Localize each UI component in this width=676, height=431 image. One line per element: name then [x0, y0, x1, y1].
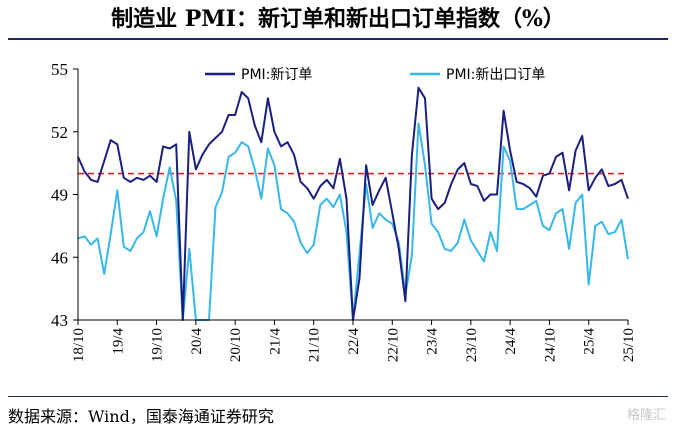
y-tick-label: 55 [51, 60, 68, 79]
y-tick-label: 52 [51, 123, 68, 142]
x-tick-label: 23/4 [425, 328, 441, 355]
x-tick-label: 21/4 [267, 328, 283, 355]
x-tick-label: 25/10 [621, 328, 637, 362]
x-tick-label: 18/10 [71, 328, 87, 362]
x-tick-label: 19/4 [110, 328, 126, 355]
x-tick-label: 24/10 [542, 328, 558, 362]
pmi-chart: 43 46 49 52 55 18/10 19/4 19/10 20/4 20/10 21/4 21/… [51, 60, 637, 362]
legend-label: PMI:新出口订单 [446, 67, 545, 83]
x-tick-label: 19/10 [150, 328, 166, 362]
x-tick-label: 20/10 [228, 328, 244, 362]
x-tick-label: 20/4 [189, 328, 205, 355]
watermark-logo: 格隆汇 [626, 408, 666, 423]
x-tick-label: 21/10 [307, 328, 323, 362]
legend-label: PMI:新订单 [241, 67, 312, 83]
chart-title: 制造业 PMI：新订单和新出口订单指数（%） [0, 2, 676, 36]
y-tick-label: 49 [51, 186, 68, 205]
series-line-new-export-orders [77, 122, 629, 321]
series-line-new-orders [77, 86, 629, 321]
y-tick-label: 43 [51, 311, 68, 330]
title-rule [8, 38, 668, 40]
footer-rule [8, 396, 668, 397]
x-tick-label: 23/10 [464, 328, 480, 362]
x-tick-label: 22/10 [385, 328, 401, 362]
x-tick-label: 24/4 [503, 328, 519, 355]
data-source: 数据来源：Wind，国泰海通证券研究 [8, 407, 274, 426]
y-tick-label: 46 [51, 248, 68, 267]
x-tick-label: 25/4 [582, 328, 598, 355]
x-tick-label: 22/4 [346, 328, 362, 355]
